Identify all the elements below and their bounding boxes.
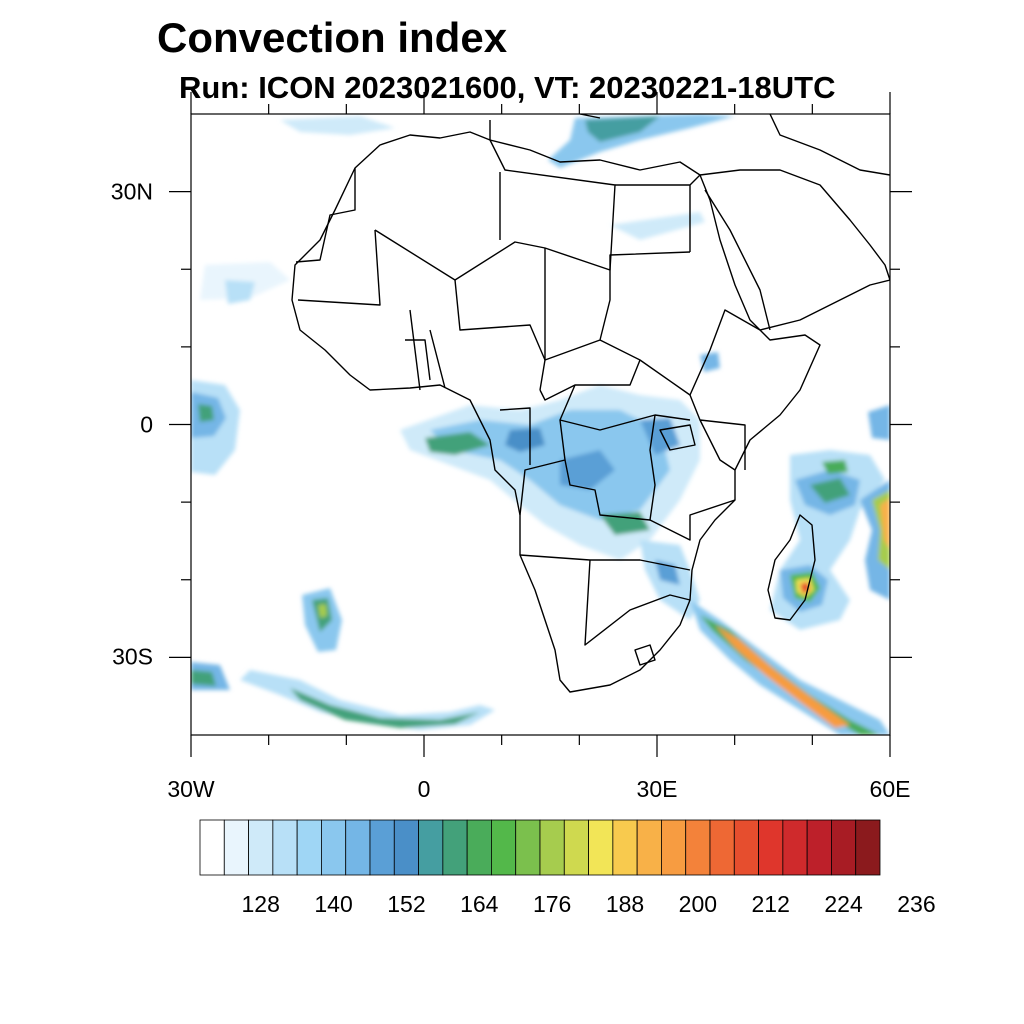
colorbar-box [345,819,371,876]
coastlines [291,114,890,693]
colorbar-box [466,819,492,876]
shading-congo-core [425,432,490,455]
shading-north-strip [280,116,395,135]
colorbar-box [709,819,735,876]
shading-congo [430,410,670,520]
axis-ticks [169,92,912,757]
lon-tick-label: 30E [636,776,678,802]
shading-agulhas [690,600,890,735]
shading-libya-band [610,212,705,240]
colorbar-box [272,819,298,876]
colorbar-box [199,819,225,876]
colorbar-box [369,819,395,876]
colorbar-box [636,819,662,876]
colorbar-box [223,819,249,876]
colorbar-tick-label: 128 [241,891,280,917]
madagascar-coastline [767,514,816,621]
colorbar-box [296,819,322,876]
lat-tick-label: 30N [110,178,153,205]
colorbar-box [806,819,832,876]
colorbar-box [588,819,614,876]
colorbar-box [515,819,541,876]
shading-ethiopia [700,352,720,372]
colorbar-tick-label: 164 [460,891,499,917]
chart-subtitle: Run: ICON 2023021600, VT: 20230221-18UTC [179,70,836,105]
colorbar-box [491,819,517,876]
lon-tick-label: 60E [869,776,911,802]
colorbar-box [418,819,444,876]
arabian-coastline [699,169,890,331]
colorbar-box [782,819,808,876]
colorbar-box [733,819,759,876]
lat-tick-label: 0 [140,411,153,437]
colorbar-tick-label: 176 [532,891,572,917]
lon-tick-label: 0 [417,776,431,802]
colorbar-box [563,819,589,876]
colorbar-box [539,819,565,876]
colorbar-tick-label: 200 [678,891,718,917]
colorbar-box [248,819,274,876]
red-sea [704,189,771,331]
mediterranean-coast [489,114,890,176]
colorbar-tick-label: 212 [751,891,790,917]
colorbar-box [758,819,784,876]
colorbar-box [855,819,881,876]
colorbar-box [321,819,347,876]
colorbar-box [393,819,419,876]
shading-east-top [868,405,890,440]
lon-tick-label: 30W [167,776,215,802]
colorbar-box [661,819,687,876]
colorbar-tick-label: 152 [387,891,426,917]
lat-tick-label: 30S [112,643,153,670]
shading-south-atlantic [240,670,495,730]
shading-canary [200,262,290,300]
colorbar-box [685,819,711,876]
colorbar-tick-label: 188 [605,891,645,917]
colorbar-box [612,819,638,876]
colorbar-tick-label: 224 [824,891,863,917]
colorbar-tick-label: 140 [314,891,353,917]
colorbar-box [831,819,857,876]
colorbar-tick-label: 236 [897,891,936,917]
shading-canary-2 [225,280,255,304]
convection-shading [191,114,890,735]
shading-mediterranean-core [585,116,660,142]
chart-title: Convection index [157,14,508,61]
colorbar-box [442,819,468,876]
